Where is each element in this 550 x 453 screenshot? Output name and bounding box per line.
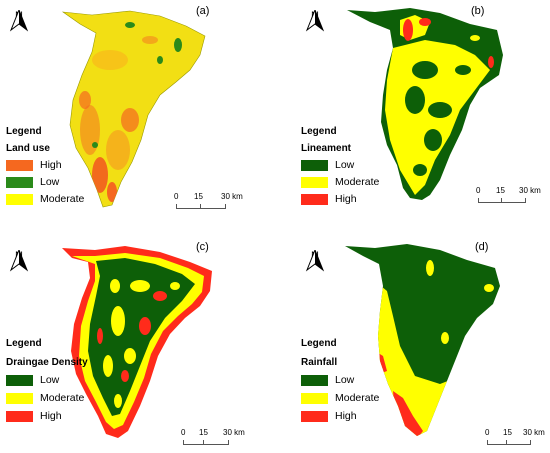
scale-tick: 15 (496, 186, 505, 195)
legend-swatch (6, 193, 33, 205)
scale-tick: 30 km (523, 428, 545, 437)
panel-label: (b) (471, 5, 485, 17)
legend-subtitle: Lineament (301, 143, 352, 154)
legend-item-label: Low (40, 374, 60, 386)
panel-a-land-use-map: (a) N Legend Land use High Low Moderate … (0, 0, 275, 226)
panel-b-lineament-map: (b) N Legend Lineament Low Moderate High… (275, 0, 550, 226)
scale-tick: 0 (485, 428, 490, 437)
scale-bar: 0 15 30 km (485, 428, 547, 448)
legend-swatch (6, 176, 33, 188)
legend-item: Low (6, 176, 59, 188)
legend-item: High (6, 159, 62, 171)
legend-item-label: Moderate (40, 392, 85, 404)
scale-tick: 30 km (519, 186, 541, 195)
legend-swatch (6, 374, 33, 386)
rainfall-map (345, 244, 500, 436)
north-arrow: N (9, 250, 29, 272)
legend-title: Legend (6, 126, 42, 137)
legend-swatch (301, 176, 328, 188)
legend-item: High (301, 193, 357, 205)
legend-swatch (6, 159, 33, 171)
legend-subtitle: Draingae Density (6, 357, 88, 368)
scale-bar: 0 15 30 km (174, 192, 254, 212)
legend-item-label: High (335, 193, 357, 205)
scale-tick: 0 (476, 186, 481, 195)
panel-d-rainfall-map: (d) N Legend Rainfall Low Moderate High … (275, 226, 550, 452)
legend-item-label: High (40, 159, 62, 171)
scale-tick: 30 km (221, 192, 243, 201)
scale-tick: 15 (199, 428, 208, 437)
north-arrow-icon (305, 250, 325, 272)
legend-item: Low (301, 374, 354, 386)
legend-item-label: High (40, 410, 62, 422)
legend-item: Low (301, 159, 354, 171)
scale-bar: 0 15 30 km (181, 428, 261, 448)
panel-label: (c) (196, 241, 209, 253)
legend-swatch (301, 392, 328, 404)
scale-tick: 0 (181, 428, 186, 437)
scale-tick: 0 (174, 192, 179, 201)
drainage-density-map (62, 246, 212, 438)
panel-label: (a) (196, 5, 210, 17)
legend-swatch (301, 410, 328, 422)
legend-item: High (6, 410, 62, 422)
legend-item: Moderate (6, 392, 84, 404)
legend-item-label: Moderate (335, 392, 380, 404)
legend-title: Legend (301, 126, 337, 137)
panel-c-drainage-density-map: (c) N Legend Draingae Density Low Modera… (0, 226, 275, 452)
north-arrow-icon (305, 10, 325, 32)
legend-title: Legend (301, 338, 337, 349)
panel-label: (d) (475, 241, 489, 253)
legend-swatch (301, 374, 328, 386)
legend-swatch (6, 392, 33, 404)
legend-item: Moderate (301, 392, 379, 404)
legend-item-label: High (335, 410, 357, 422)
legend-subtitle: Land use (6, 143, 50, 154)
scale-tick: 30 km (223, 428, 245, 437)
legend-item-label: Low (335, 374, 355, 386)
legend-title: Legend (6, 338, 42, 349)
legend-item: High (301, 410, 357, 422)
scale-tick: 15 (503, 428, 512, 437)
north-arrow: N (305, 10, 325, 32)
north-arrow: N (9, 10, 29, 32)
legend-item: Moderate (6, 193, 84, 205)
legend-swatch (6, 410, 33, 422)
scale-tick: 15 (194, 192, 203, 201)
legend-swatch (301, 159, 328, 171)
land-use-map (61, 10, 206, 208)
legend-subtitle: Rainfall (301, 357, 338, 368)
legend-item: Moderate (301, 176, 379, 188)
legend-item: Low (6, 374, 59, 386)
legend-item-label: Low (40, 176, 60, 188)
north-arrow-icon (9, 250, 29, 272)
lineament-map (347, 8, 503, 200)
scale-bar: 0 15 30 km (476, 186, 546, 206)
legend-swatch (301, 193, 328, 205)
north-arrow-icon (9, 10, 29, 32)
legend-item-label: Low (335, 159, 355, 171)
legend-item-label: Moderate (335, 176, 380, 188)
north-arrow: N (305, 250, 325, 272)
legend-item-label: Moderate (40, 193, 85, 205)
